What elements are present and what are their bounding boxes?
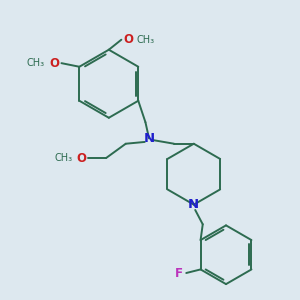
Text: N: N: [188, 198, 199, 211]
Text: O: O: [50, 57, 60, 70]
Text: O: O: [76, 152, 86, 165]
Text: F: F: [175, 267, 183, 280]
Text: CH₃: CH₃: [55, 153, 73, 163]
Text: N: N: [143, 132, 155, 145]
Text: CH₃: CH₃: [26, 58, 44, 68]
Text: CH₃: CH₃: [136, 35, 154, 45]
Text: O: O: [123, 33, 133, 46]
